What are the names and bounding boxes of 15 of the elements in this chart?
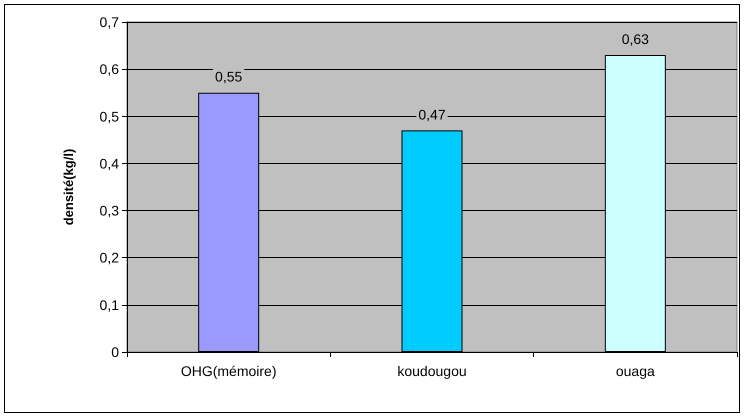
y-tick-label: 0,2 (100, 250, 120, 266)
y-axis-title: densité(kg/l) (61, 148, 76, 226)
y-tick-label: 0 (111, 344, 120, 360)
data-label: 0,63 (622, 31, 650, 47)
x-tick-label: OHG(mémoire) (180, 363, 277, 379)
data-label: 0,47 (418, 106, 446, 122)
y-tick-label: 0,3 (100, 202, 120, 219)
y-tick-label: 0,1 (100, 296, 120, 313)
x-tick-label: koudougou (397, 363, 467, 379)
y-tick-label: 0,4 (100, 155, 120, 172)
y-tick-label: 0,5 (100, 108, 120, 124)
x-tick-label: ouaga (616, 363, 656, 379)
y-tick-label: 0,6 (100, 61, 120, 78)
data-label: 0,55 (215, 68, 243, 85)
y-tick-label: 0,7 (100, 14, 120, 30)
